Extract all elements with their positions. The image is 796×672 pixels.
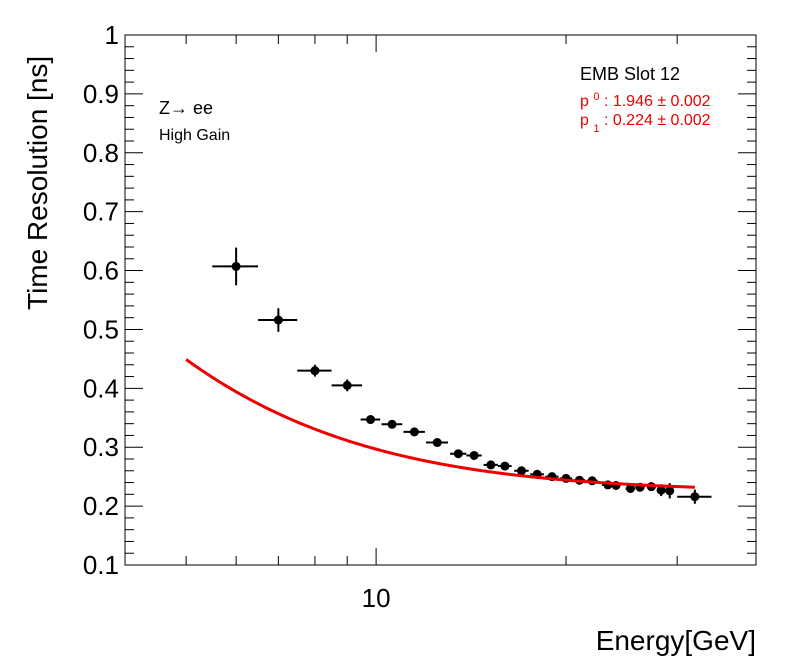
p1-name: p [580,112,589,129]
y-tick-label: 0.2 [83,491,119,521]
x-tick-label: 10 [362,583,391,613]
data-point [466,450,482,460]
p1-subscript: 1 [593,123,599,135]
data-point [514,466,529,476]
data-marker [665,486,675,496]
data-point [497,461,512,471]
data-point [360,415,381,425]
x-minor-ticks [124,35,757,565]
process-label: Z→ ee [159,98,213,118]
p0-name: p [580,93,589,110]
data-marker [690,492,700,502]
data-point [403,427,425,437]
data-point [212,247,259,286]
data-marker [656,485,666,495]
y-tick-label: 0.5 [83,314,119,344]
x-tick-labels: 10 [362,583,391,613]
plot-frame [124,34,757,566]
data-point [297,364,332,377]
data-marker [469,450,479,460]
gain-label: High Gain [159,127,230,144]
y-tick-label: 0.8 [83,138,119,168]
data-point [656,484,666,497]
data-marker [453,449,463,459]
y-tick-label: 0.9 [83,79,119,109]
data-marker [409,427,419,437]
y-tick-label: 0.1 [83,550,119,580]
y-tick-labels: 0.1 0.2 0.3 0.4 0.5 0.6 0.7 0.8 0.9 1 [83,20,119,580]
data-marker [310,366,320,376]
data-point [426,438,448,448]
y-tick-label: 0.7 [83,197,119,227]
fit-param-p1: p 1 : 0.224 ± 0.002 [580,112,711,136]
data-marker [366,415,376,425]
data-marker [625,483,635,493]
y-tick-label: 0.3 [83,432,119,462]
x-axis-label: Energy[GeV] [596,625,756,656]
y-axis-label: Time Resolution [ns] [22,56,53,310]
data-point [677,489,712,504]
data-marker [342,380,352,390]
data-point [331,379,363,392]
data-point [258,308,298,332]
data-point [483,460,498,470]
data-marker [432,438,442,448]
data-marker [387,419,397,429]
y-tick-label: 0.4 [83,373,119,403]
p1-value: : 0.224 ± 0.002 [604,112,711,129]
data-marker [486,460,496,470]
data-point [450,449,467,459]
y-tick-label: 0.6 [83,256,119,286]
data-point [381,419,403,429]
fit-curve [185,358,695,489]
data-marker [231,261,241,271]
y-tick-label: 1 [105,20,119,50]
data-point [625,483,636,493]
fit-param-p0: p 0 : 1.946 ± 0.002 [580,87,711,110]
detector-label: EMB Slot 12 [580,64,680,84]
data-marker [500,461,510,471]
data-marker [273,315,283,325]
p0-subscript: 0 [593,91,599,103]
data-marker [517,466,527,476]
p0-value: : 1.946 ± 0.002 [604,93,711,110]
